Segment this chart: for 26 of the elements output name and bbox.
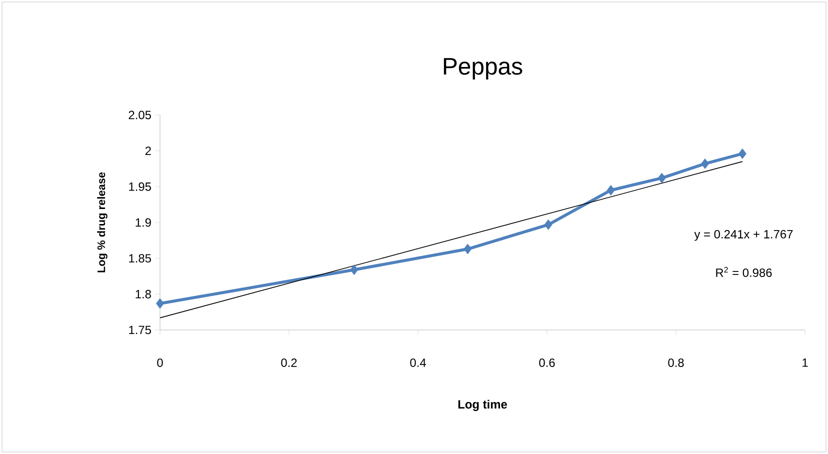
y-tick-label: 1.95 [129, 182, 151, 191]
point [544, 219, 552, 230]
x-tick-label: 0.6 [539, 358, 555, 367]
y-tick-label: 1.85 [129, 254, 151, 263]
x-tick-label: 0.2 [281, 358, 297, 367]
x-axis-title: Log time [458, 400, 507, 412]
annotation: R$^{2}$ = 0.986 [716, 266, 772, 277]
y-axis-title: Log % drug release [97, 172, 108, 272]
point [606, 184, 615, 196]
y-tick-label: 2 [145, 146, 151, 155]
point [701, 158, 710, 169]
point [738, 148, 746, 159]
y-tick-label: 1.9 [136, 218, 151, 227]
point [464, 244, 472, 254]
chart-title: Peppas [444, 58, 522, 80]
x-tick-label: 0.4 [410, 358, 426, 367]
point [350, 264, 358, 276]
x-tick-label: 0 [157, 358, 163, 367]
point [156, 298, 164, 309]
y-tick-label: 2.05 [128, 110, 151, 120]
y-tick-label: 1.75 [129, 326, 151, 334]
point [658, 172, 666, 184]
annotation: y = 0.241x + 1.767 [694, 230, 793, 241]
y-tick-label: 1.8 [136, 290, 151, 298]
x-tick-label: 0.8 [668, 358, 684, 367]
x-tick-label: 1 [802, 358, 808, 367]
